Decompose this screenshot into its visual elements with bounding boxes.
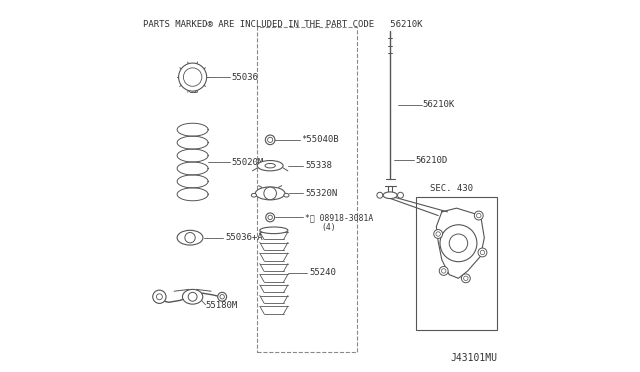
Ellipse shape	[260, 227, 288, 234]
Text: (4): (4)	[322, 223, 337, 232]
Circle shape	[474, 211, 483, 220]
Circle shape	[449, 234, 468, 253]
Bar	[416, 197, 497, 330]
Circle shape	[266, 135, 275, 145]
Circle shape	[397, 192, 403, 198]
Circle shape	[478, 248, 487, 257]
Circle shape	[461, 274, 470, 283]
Text: *55040B: *55040B	[301, 135, 339, 144]
Circle shape	[377, 192, 383, 198]
Text: 55338: 55338	[305, 161, 332, 170]
Text: 56210K: 56210K	[422, 100, 455, 109]
Text: 55240: 55240	[309, 268, 336, 277]
Bar	[257, 27, 357, 352]
Text: 55020M: 55020M	[232, 157, 264, 167]
Circle shape	[156, 294, 163, 300]
Circle shape	[153, 290, 166, 304]
Ellipse shape	[383, 192, 397, 199]
Circle shape	[268, 215, 273, 219]
Ellipse shape	[177, 230, 203, 245]
Circle shape	[442, 269, 446, 273]
Ellipse shape	[252, 193, 257, 197]
Circle shape	[220, 295, 225, 299]
Circle shape	[434, 230, 443, 238]
Ellipse shape	[182, 289, 203, 304]
Text: PARTS MARKED® ARE INCLUDED IN THE PART CODE   56210K: PARTS MARKED® ARE INCLUDED IN THE PART C…	[143, 20, 422, 29]
Ellipse shape	[265, 163, 275, 168]
Text: 56210D: 56210D	[415, 155, 447, 165]
Ellipse shape	[257, 161, 283, 171]
Circle shape	[266, 213, 275, 222]
Circle shape	[463, 276, 468, 280]
Text: 55036: 55036	[232, 73, 259, 81]
Circle shape	[185, 232, 195, 243]
Text: SEC. 430: SEC. 430	[429, 185, 472, 193]
Circle shape	[440, 225, 477, 262]
Ellipse shape	[255, 187, 285, 200]
Text: *① 08918-3081A: *① 08918-3081A	[305, 213, 374, 222]
Circle shape	[184, 68, 202, 86]
Text: 55320N: 55320N	[305, 189, 337, 198]
Text: 55036+A: 55036+A	[225, 233, 263, 242]
Circle shape	[268, 137, 273, 142]
Ellipse shape	[284, 193, 289, 197]
Text: J43101MU: J43101MU	[450, 353, 497, 363]
Circle shape	[480, 250, 484, 255]
Circle shape	[436, 232, 440, 236]
Circle shape	[188, 292, 197, 301]
Circle shape	[477, 213, 481, 218]
Text: 55180M: 55180M	[205, 301, 238, 311]
Circle shape	[179, 63, 207, 91]
Circle shape	[218, 292, 227, 301]
Circle shape	[264, 187, 276, 200]
Circle shape	[439, 266, 448, 275]
